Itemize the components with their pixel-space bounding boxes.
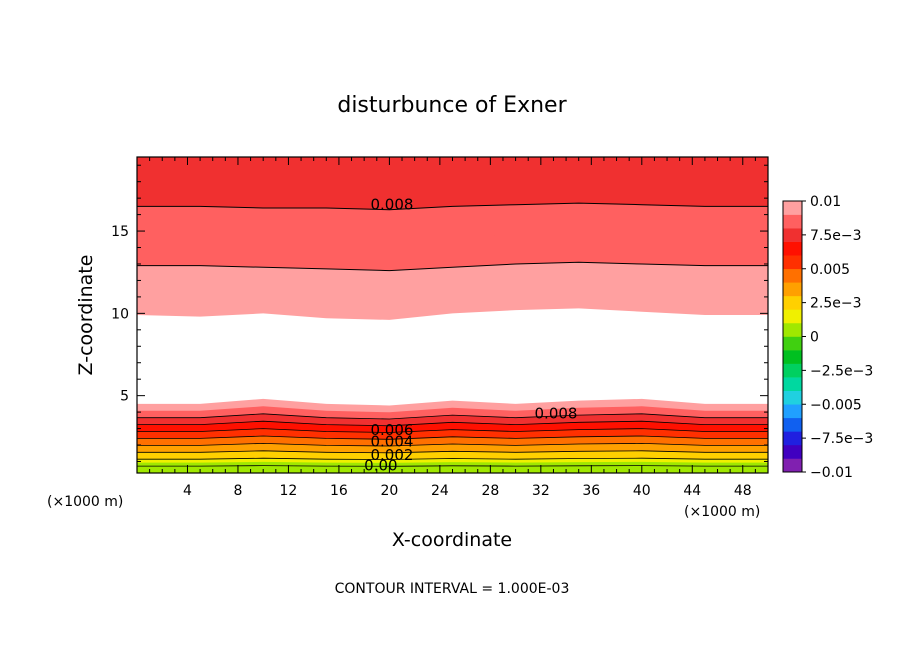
lower-contour-line-12 xyxy=(137,442,768,447)
colorbar-swatch xyxy=(783,268,802,283)
contour-label: 0.004 xyxy=(370,433,413,451)
colorbar-tick-label: −0.01 xyxy=(810,465,853,481)
lower-contour-line-14 xyxy=(137,450,768,454)
x-tick-label: 44 xyxy=(683,483,701,499)
colorbar-swatch xyxy=(783,431,802,446)
contour-label: 0.008 xyxy=(370,196,413,214)
colorbar-swatch xyxy=(783,295,802,310)
upper-band-4 xyxy=(137,157,768,210)
x-tick-label: 12 xyxy=(280,483,298,499)
lower-contour-line-18 xyxy=(137,465,768,467)
contour-field xyxy=(137,157,768,473)
colorbar-tick-label: −7.5e−3 xyxy=(810,431,873,447)
colorbar-swatch xyxy=(783,322,802,337)
colorbar-swatch xyxy=(783,350,802,364)
lower-contour-line-8 xyxy=(137,428,768,433)
colorbar-tick-label: −0.005 xyxy=(810,397,862,413)
colorbar-tick-label: −2.5e−3 xyxy=(810,363,873,379)
x-axis-label: X-coordinate xyxy=(392,529,512,551)
colorbar-swatch xyxy=(783,309,802,324)
y-axis-label: Z-coordinate xyxy=(75,255,97,376)
upper-contour-line-4 xyxy=(137,202,768,211)
contour-interval-footer: CONTOUR INTERVAL = 1.000E-03 xyxy=(335,581,570,597)
colorbar-tick-label: 2.5e−3 xyxy=(810,296,862,312)
x-tick-label: 20 xyxy=(380,483,398,499)
lower-contour-line-16 xyxy=(137,457,768,460)
colorbar-swatch xyxy=(783,404,802,419)
colorbar-swatch xyxy=(783,282,802,297)
colorbar: 0.01 7.5e−3 0.005 2.5e−3 0 −2.5e−3 −0.005 −7.5e… xyxy=(782,194,873,481)
contour-label: 0.002 xyxy=(370,446,413,464)
x-tick-label: 32 xyxy=(532,483,550,499)
colorbar-swatch xyxy=(783,390,802,405)
x-tick-label: 8 xyxy=(233,483,242,499)
x-tick-label: 28 xyxy=(481,483,499,499)
chart-title: disturbunce of Exner xyxy=(337,93,567,118)
contour-label: 0.006 xyxy=(370,421,413,439)
x-tick-label: 24 xyxy=(431,483,449,499)
colorbar-swatch xyxy=(783,377,802,391)
colorbar-tick-label: 7.5e−3 xyxy=(810,228,862,244)
colorbar-tick-label: 0.01 xyxy=(810,194,841,210)
colorbar-swatch xyxy=(783,444,802,459)
colorbar-swatch xyxy=(783,255,802,270)
colorbar-swatch xyxy=(783,228,802,242)
x-tick-label: 16 xyxy=(330,483,348,499)
colorbar-tick-label: 0 xyxy=(810,330,819,346)
x-axis-unit-left: (×1000 m) xyxy=(47,494,123,510)
colorbar-swatch xyxy=(783,458,802,473)
colorbar-swatch xyxy=(783,214,802,229)
colorbar-tick-label: 0.005 xyxy=(810,262,850,278)
colorbar-swatch xyxy=(783,241,802,256)
colorbar-swatch xyxy=(783,336,802,351)
x-tick-label: 48 xyxy=(734,483,752,499)
lower-contour-line-6 xyxy=(137,420,768,427)
lower-contour-line-4 xyxy=(137,413,768,420)
colorbar-swatch xyxy=(783,417,802,432)
x-tick-label: 4 xyxy=(183,483,192,499)
y-tick-label: 10 xyxy=(111,306,129,322)
contour-label: 0.00 xyxy=(364,457,397,475)
upper-band-5 xyxy=(137,157,768,167)
colorbar-swatch xyxy=(783,201,802,215)
contour-label: 0.008 xyxy=(535,405,578,423)
x-tick-label: 36 xyxy=(582,483,600,499)
y-tick-label: 15 xyxy=(111,224,129,240)
colorbar-swatch xyxy=(783,363,802,378)
x-axis-unit-right: (×1000 m) xyxy=(684,504,760,520)
upper-contour-line-2 xyxy=(137,261,768,272)
y-tick-label: 5 xyxy=(120,389,129,405)
x-tick-label: 40 xyxy=(633,483,651,499)
lower-contour-line-10 xyxy=(137,435,768,440)
